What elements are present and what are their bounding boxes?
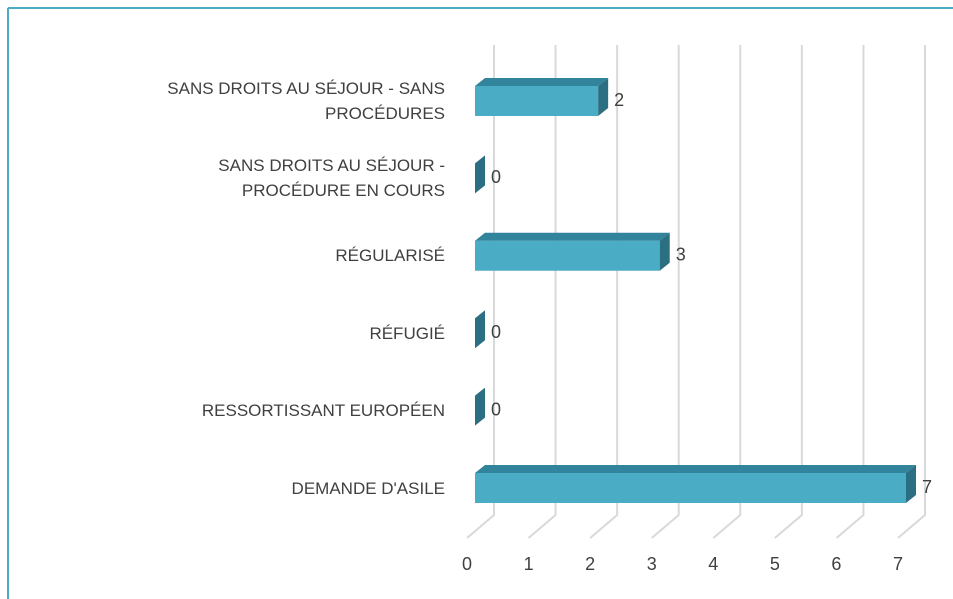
x-tick-label: 6: [831, 554, 841, 574]
bar-top: [475, 232, 670, 241]
bar-top: [475, 78, 609, 86]
y-tick-label: SANS DROITS AU SÉJOUR - SANS PROCÉDURES: [167, 79, 445, 123]
grid-line: [774, 45, 803, 539]
y-tick-label: RÉFUGIÉ: [369, 323, 445, 343]
bar-side: [475, 310, 485, 349]
x-tick-label: 3: [647, 554, 657, 574]
x-tick-label: 2: [585, 554, 595, 574]
grid-line: [712, 45, 742, 539]
x-tick-label: 0: [462, 554, 472, 574]
bar: [475, 78, 609, 116]
y-tick-label: SANS DROITS AU SÉJOUR - PROCÉDURE EN COU…: [218, 156, 445, 201]
bar-front: [475, 473, 906, 503]
value-label: 2: [614, 90, 624, 110]
x-tick-label: 7: [893, 554, 903, 574]
bar: [475, 155, 485, 194]
x-tick-label: 4: [708, 554, 718, 574]
grid-line: [466, 45, 495, 539]
x-tick-label: 1: [524, 554, 534, 574]
grid-line: [589, 45, 619, 539]
bar: [475, 465, 916, 503]
value-label: 7: [922, 477, 932, 497]
bar-front: [475, 240, 660, 271]
y-tick-label: RESSORTISSANT EUROPÉEN: [201, 401, 445, 421]
y-tick-label: DEMANDE D'ASILE: [291, 478, 445, 498]
bar-side: [475, 387, 485, 426]
bar-side: [906, 465, 916, 503]
x-tick-label: 5: [770, 554, 780, 574]
bar-side: [475, 155, 485, 194]
grid-line: [527, 45, 557, 539]
grid-line: [835, 45, 865, 539]
bar: [475, 310, 485, 349]
bar-top: [475, 465, 916, 473]
bar-side: [659, 232, 670, 271]
value-label: 0: [491, 167, 501, 187]
grid-line: [897, 45, 926, 539]
y-tick-label: RÉGULARISÉ: [335, 246, 445, 266]
bar-side: [598, 78, 609, 116]
bar: [475, 232, 670, 271]
grid-line: [651, 45, 680, 539]
value-label: 0: [491, 322, 501, 342]
bar-front: [475, 86, 599, 116]
bar: [475, 387, 485, 426]
value-label: 0: [491, 399, 501, 419]
value-label: 3: [676, 245, 686, 265]
